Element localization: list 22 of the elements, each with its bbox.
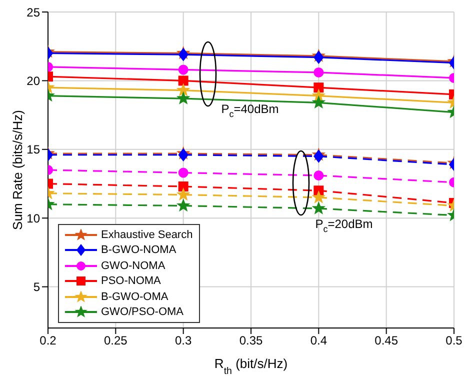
legend-label: Exhaustive Search bbox=[101, 228, 193, 241]
annotation: P$_{c}$=40dBm bbox=[221, 102, 279, 120]
x-tick-label: 0.5 bbox=[446, 334, 463, 348]
y-tick-label: 25 bbox=[26, 5, 40, 20]
legend-label: GWO/PSO-OMA bbox=[101, 306, 184, 318]
y-tick-label: 20 bbox=[26, 74, 40, 88]
y-tick-label: 10 bbox=[26, 211, 40, 226]
x-tick-label: 0.3 bbox=[174, 334, 192, 348]
legend-label: PSO-NOMA bbox=[101, 275, 161, 288]
x-tick-label: 0.2 bbox=[40, 334, 57, 348]
y-tick-label: 15 bbox=[26, 142, 40, 157]
x-tick-label: 0.25 bbox=[104, 334, 128, 348]
x-tick-label: 0.4 bbox=[310, 334, 328, 348]
x-tick-label: 0.45 bbox=[374, 334, 398, 348]
annotation: P$_{c}$=20dBm bbox=[315, 217, 373, 234]
x-axis-title: R$_{th}$ (bit/s/Hz) bbox=[214, 356, 288, 376]
x-tick-label: 0.35 bbox=[239, 334, 263, 348]
legend-label: B-GWO-OMA bbox=[101, 290, 168, 303]
y-tick-label: 5 bbox=[33, 280, 40, 294]
y-axis-title: Sum Rate (bits/s/Hz) bbox=[10, 110, 25, 230]
legend-label: GWO-NOMA bbox=[101, 260, 166, 272]
legend-label: B-GWO-NOMA bbox=[101, 244, 176, 256]
